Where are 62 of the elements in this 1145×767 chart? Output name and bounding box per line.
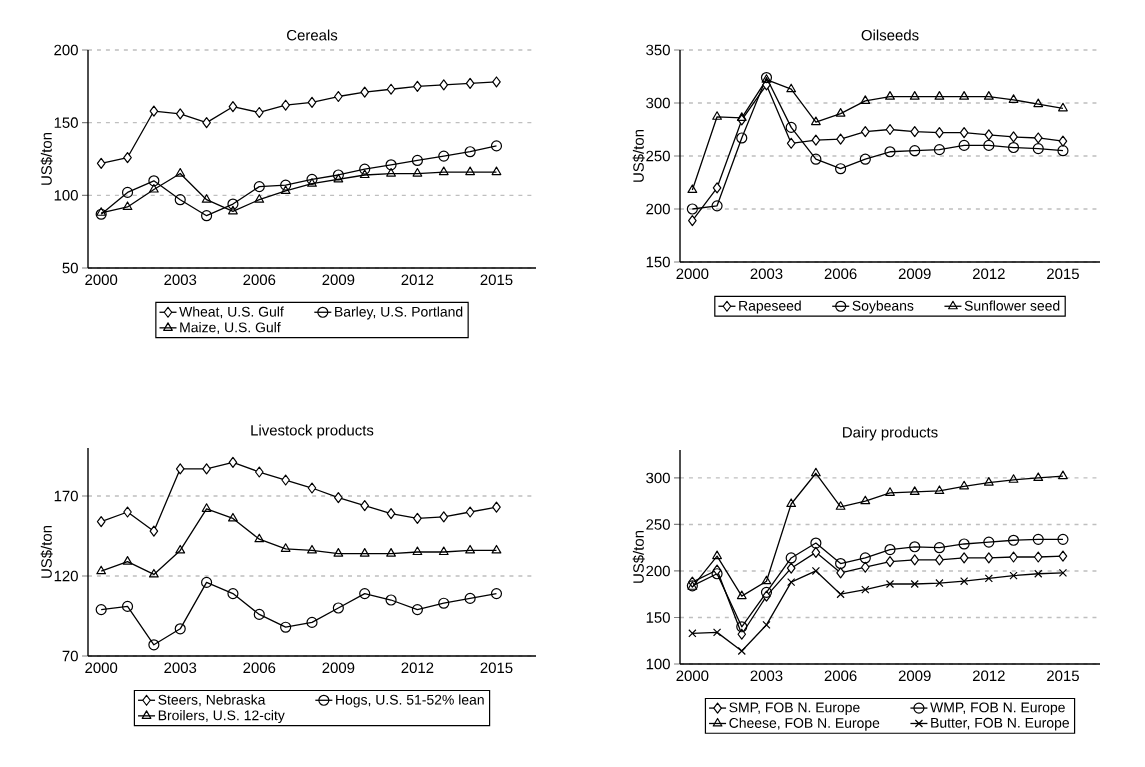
- legend-label: SMP, FOB N. Europe: [729, 702, 860, 716]
- x-tick-label: 2015: [1047, 670, 1079, 682]
- x-tick-label: 2009: [322, 662, 355, 674]
- x-tick-label: 2006: [824, 670, 857, 682]
- x-tick-label: 2015: [1047, 268, 1079, 280]
- x-tick-label: 2000: [85, 662, 118, 674]
- legend-label: Broilers, U.S. 12-city: [158, 710, 285, 724]
- x-tick-label: 2009: [898, 268, 931, 280]
- x-tick-label: 2012: [401, 274, 434, 286]
- y-axis-title: US$/ton: [632, 129, 645, 182]
- x-tick-label: 2000: [85, 274, 118, 286]
- x-tick-label: 2006: [243, 662, 276, 674]
- legend-label: Hogs, U.S. 51-52% lean: [336, 694, 484, 708]
- x-tick-label: 2003: [750, 268, 783, 280]
- x-tick-label: 2006: [824, 268, 857, 280]
- legend-label: Barley, U.S. Portland: [335, 306, 463, 320]
- y-tick-label: 120: [54, 570, 78, 582]
- chart-title: Dairy products: [843, 426, 938, 441]
- legend-label: WMP, FOB N. Europe: [930, 702, 1065, 716]
- y-tick-label: 100: [54, 190, 78, 201]
- y-axis-title: US$/ton: [632, 530, 645, 583]
- y-axis-title: US$/ton: [40, 132, 53, 185]
- chart-title: Livestock products: [251, 424, 374, 439]
- y-tick-label: 250: [646, 150, 670, 162]
- y-tick-label: 150: [646, 612, 670, 623]
- y-tick-label: 200: [54, 44, 78, 56]
- y-tick-label: 170: [54, 490, 78, 502]
- x-tick-label: 2012: [972, 670, 1005, 682]
- x-tick-label: 2009: [322, 274, 355, 286]
- x-tick-label: 2003: [164, 274, 197, 286]
- y-tick-label: 150: [646, 256, 670, 268]
- chart-title: Cereals: [287, 29, 338, 41]
- y-axis-title: US$/ton: [40, 525, 53, 578]
- y-tick-label: 200: [646, 565, 670, 577]
- y-tick-label: 50: [62, 262, 78, 274]
- legend-label: Butter, FOB N. Europe: [931, 717, 1069, 731]
- y-tick-label: 70: [62, 650, 78, 662]
- x-tick-label: 2006: [243, 274, 276, 286]
- y-tick-label: 100: [646, 658, 670, 670]
- legend-label: Cheese, FOB N. Europe: [729, 717, 880, 731]
- legend-label: Steers, Nebraska: [158, 694, 266, 707]
- y-tick-label: 250: [646, 519, 670, 530]
- y-tick-label: 300: [646, 472, 670, 484]
- x-tick-label: 2015: [480, 274, 513, 286]
- x-tick-label: 2012: [972, 268, 1005, 280]
- legend-label: Maize, U.S. Gulf: [180, 322, 281, 334]
- legend-label: Soybeans: [852, 300, 914, 314]
- x-tick-label: 2000: [676, 670, 709, 682]
- y-tick-label: 150: [54, 117, 78, 128]
- x-tick-label: 2015: [480, 662, 513, 674]
- chart-title: Oilseeds: [861, 29, 919, 41]
- x-tick-label: 2003: [750, 670, 783, 682]
- legend-label: Sunflower seed: [964, 300, 1060, 311]
- y-tick-label: 350: [646, 44, 670, 56]
- x-tick-label: 2009: [898, 670, 931, 682]
- legend-label: Rapeseed: [739, 300, 801, 314]
- x-tick-label: 2003: [164, 662, 197, 674]
- x-tick-label: 2000: [676, 268, 709, 280]
- x-tick-label: 2012: [401, 662, 434, 674]
- y-tick-label: 300: [646, 97, 670, 109]
- legend-label: Wheat, U.S. Gulf: [179, 306, 284, 319]
- y-tick-label: 200: [646, 203, 670, 215]
